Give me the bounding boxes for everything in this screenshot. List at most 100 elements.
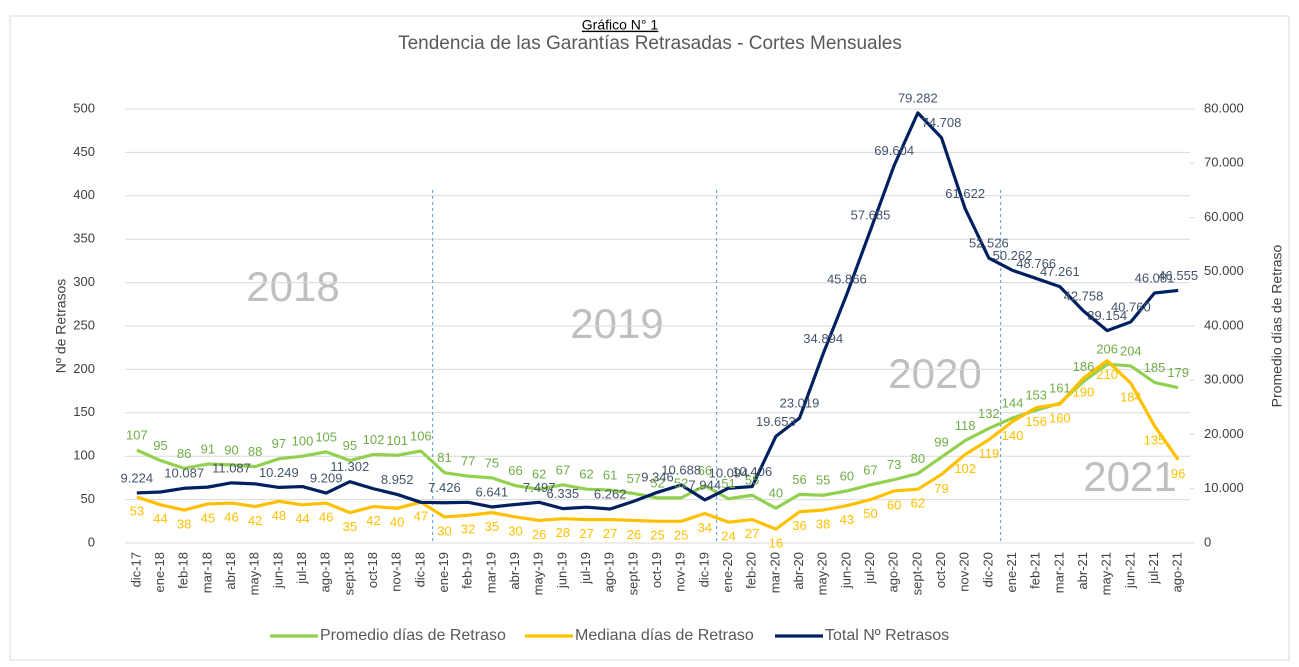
- chart-title: Tendencia de las Garantías Retrasadas - …: [398, 33, 902, 54]
- x-tick-label: jul-20: [862, 552, 877, 585]
- x-tick-label: ago-19: [602, 552, 617, 592]
- data-label: 55: [816, 473, 830, 488]
- data-label: 61: [603, 467, 617, 482]
- data-label: 156: [1025, 414, 1047, 429]
- x-tick-label: ene-18: [152, 552, 167, 592]
- data-label: 42: [248, 513, 262, 528]
- data-label: 48: [272, 508, 286, 523]
- data-label: 24: [721, 529, 735, 544]
- data-label: 30: [508, 523, 522, 538]
- data-label: 185: [1144, 360, 1166, 375]
- data-label: 27: [579, 526, 593, 541]
- year-annotation: 2018: [246, 263, 339, 310]
- x-tick-label: dic-17: [128, 552, 143, 587]
- y-tick-label: 0: [88, 534, 95, 549]
- data-label: 119: [978, 446, 999, 461]
- data-label: 6.335: [547, 486, 580, 501]
- data-label: 47: [414, 509, 428, 524]
- data-label: 62: [579, 467, 593, 482]
- data-label: 46: [319, 510, 333, 525]
- data-label: 79.282: [898, 90, 938, 105]
- data-label: 6.262: [594, 486, 627, 501]
- data-label: 53: [130, 503, 144, 518]
- data-label: 10.249: [259, 465, 299, 480]
- data-label: 7.426: [428, 480, 461, 495]
- y2-tick-label: 30.000: [1204, 372, 1244, 387]
- data-label: 57.685: [851, 207, 891, 222]
- data-label: 160: [1049, 411, 1071, 426]
- data-label: 86: [177, 446, 191, 461]
- x-tick-label: feb-19: [460, 552, 475, 589]
- heading: Gráfico N° 1: [582, 17, 659, 33]
- data-label: 9.209: [310, 470, 343, 485]
- x-tick-label: ene-20: [720, 552, 735, 592]
- y2-tick-label: 40.000: [1204, 317, 1244, 332]
- data-label: 132: [978, 406, 1000, 421]
- x-tick-label: oct-18: [365, 552, 380, 588]
- legend-label: Total Nº Retrasos: [825, 627, 949, 644]
- data-label: 81: [437, 450, 451, 465]
- x-tick-label: oct-19: [649, 552, 664, 588]
- data-label: 7.497: [523, 480, 556, 495]
- year-annotation: 2021: [1083, 453, 1176, 500]
- y2-axis-label: Promedio días de Retraso: [1269, 244, 1285, 407]
- data-label: 40: [390, 515, 404, 530]
- x-tick-label: may-21: [1099, 552, 1114, 595]
- legend-label: Promedio días de Retraso: [320, 627, 506, 644]
- y2-tick-label: 10.000: [1204, 480, 1244, 495]
- data-label: 62: [532, 467, 546, 482]
- y-tick-label: 100: [73, 448, 95, 463]
- x-tick-label: jun-18: [270, 552, 285, 589]
- data-label: 153: [1025, 388, 1047, 403]
- data-label: 44: [295, 511, 309, 526]
- data-label: 27: [603, 526, 617, 541]
- x-tick-label: abr-20: [791, 552, 806, 590]
- data-label: 61.622: [945, 186, 985, 201]
- data-label: 43: [840, 512, 854, 527]
- data-label: 73: [887, 457, 901, 472]
- data-label: 161: [1049, 381, 1071, 396]
- data-label: 45.866: [827, 272, 867, 287]
- x-tick-label: ene-21: [1004, 552, 1019, 592]
- data-label: 9.224: [121, 470, 154, 485]
- data-label: 42: [366, 513, 380, 528]
- x-tick-label: jul-18: [294, 552, 309, 585]
- data-label: 9.346: [641, 470, 674, 485]
- x-tick-label: feb-18: [176, 552, 191, 589]
- x-tick-label: dic-19: [696, 552, 711, 587]
- y-tick-label: 150: [73, 404, 95, 419]
- data-label: 25: [650, 528, 664, 543]
- data-label: 67: [863, 462, 877, 477]
- y-axis-label: Nº de Retrasos: [53, 279, 69, 374]
- data-label: 10.688: [661, 462, 701, 477]
- data-label: 48.766: [1016, 256, 1056, 271]
- x-tick-label: feb-21: [1028, 552, 1043, 589]
- data-label: 51: [721, 476, 735, 491]
- x-tick-label: ago-20: [886, 552, 901, 592]
- data-label: 190: [1073, 385, 1095, 400]
- x-tick-label: feb-20: [744, 552, 759, 589]
- data-label: 40: [769, 486, 783, 501]
- data-label: 69.604: [874, 143, 914, 158]
- data-label: 38: [177, 516, 191, 531]
- x-tick-label: jul-19: [578, 552, 593, 585]
- y-tick-label: 500: [73, 100, 95, 115]
- data-label: 16: [769, 536, 783, 551]
- data-label: 38: [816, 516, 830, 531]
- y2-tick-label: 80.000: [1204, 100, 1244, 115]
- data-label: 19.653: [756, 414, 796, 429]
- data-label: 80: [911, 451, 925, 466]
- data-label: 34: [698, 520, 712, 535]
- data-label: 91: [201, 441, 215, 456]
- data-label: 8.952: [381, 472, 414, 487]
- x-tick-label: abr-19: [507, 552, 522, 590]
- y-tick-label: 200: [73, 361, 95, 376]
- data-label: 46: [224, 510, 238, 525]
- x-tick-label: mar-20: [767, 552, 782, 593]
- data-label: 23.019: [780, 396, 820, 411]
- y-tick-label: 400: [73, 187, 95, 202]
- data-label: 96: [1171, 466, 1185, 481]
- y-tick-label: 250: [73, 317, 95, 332]
